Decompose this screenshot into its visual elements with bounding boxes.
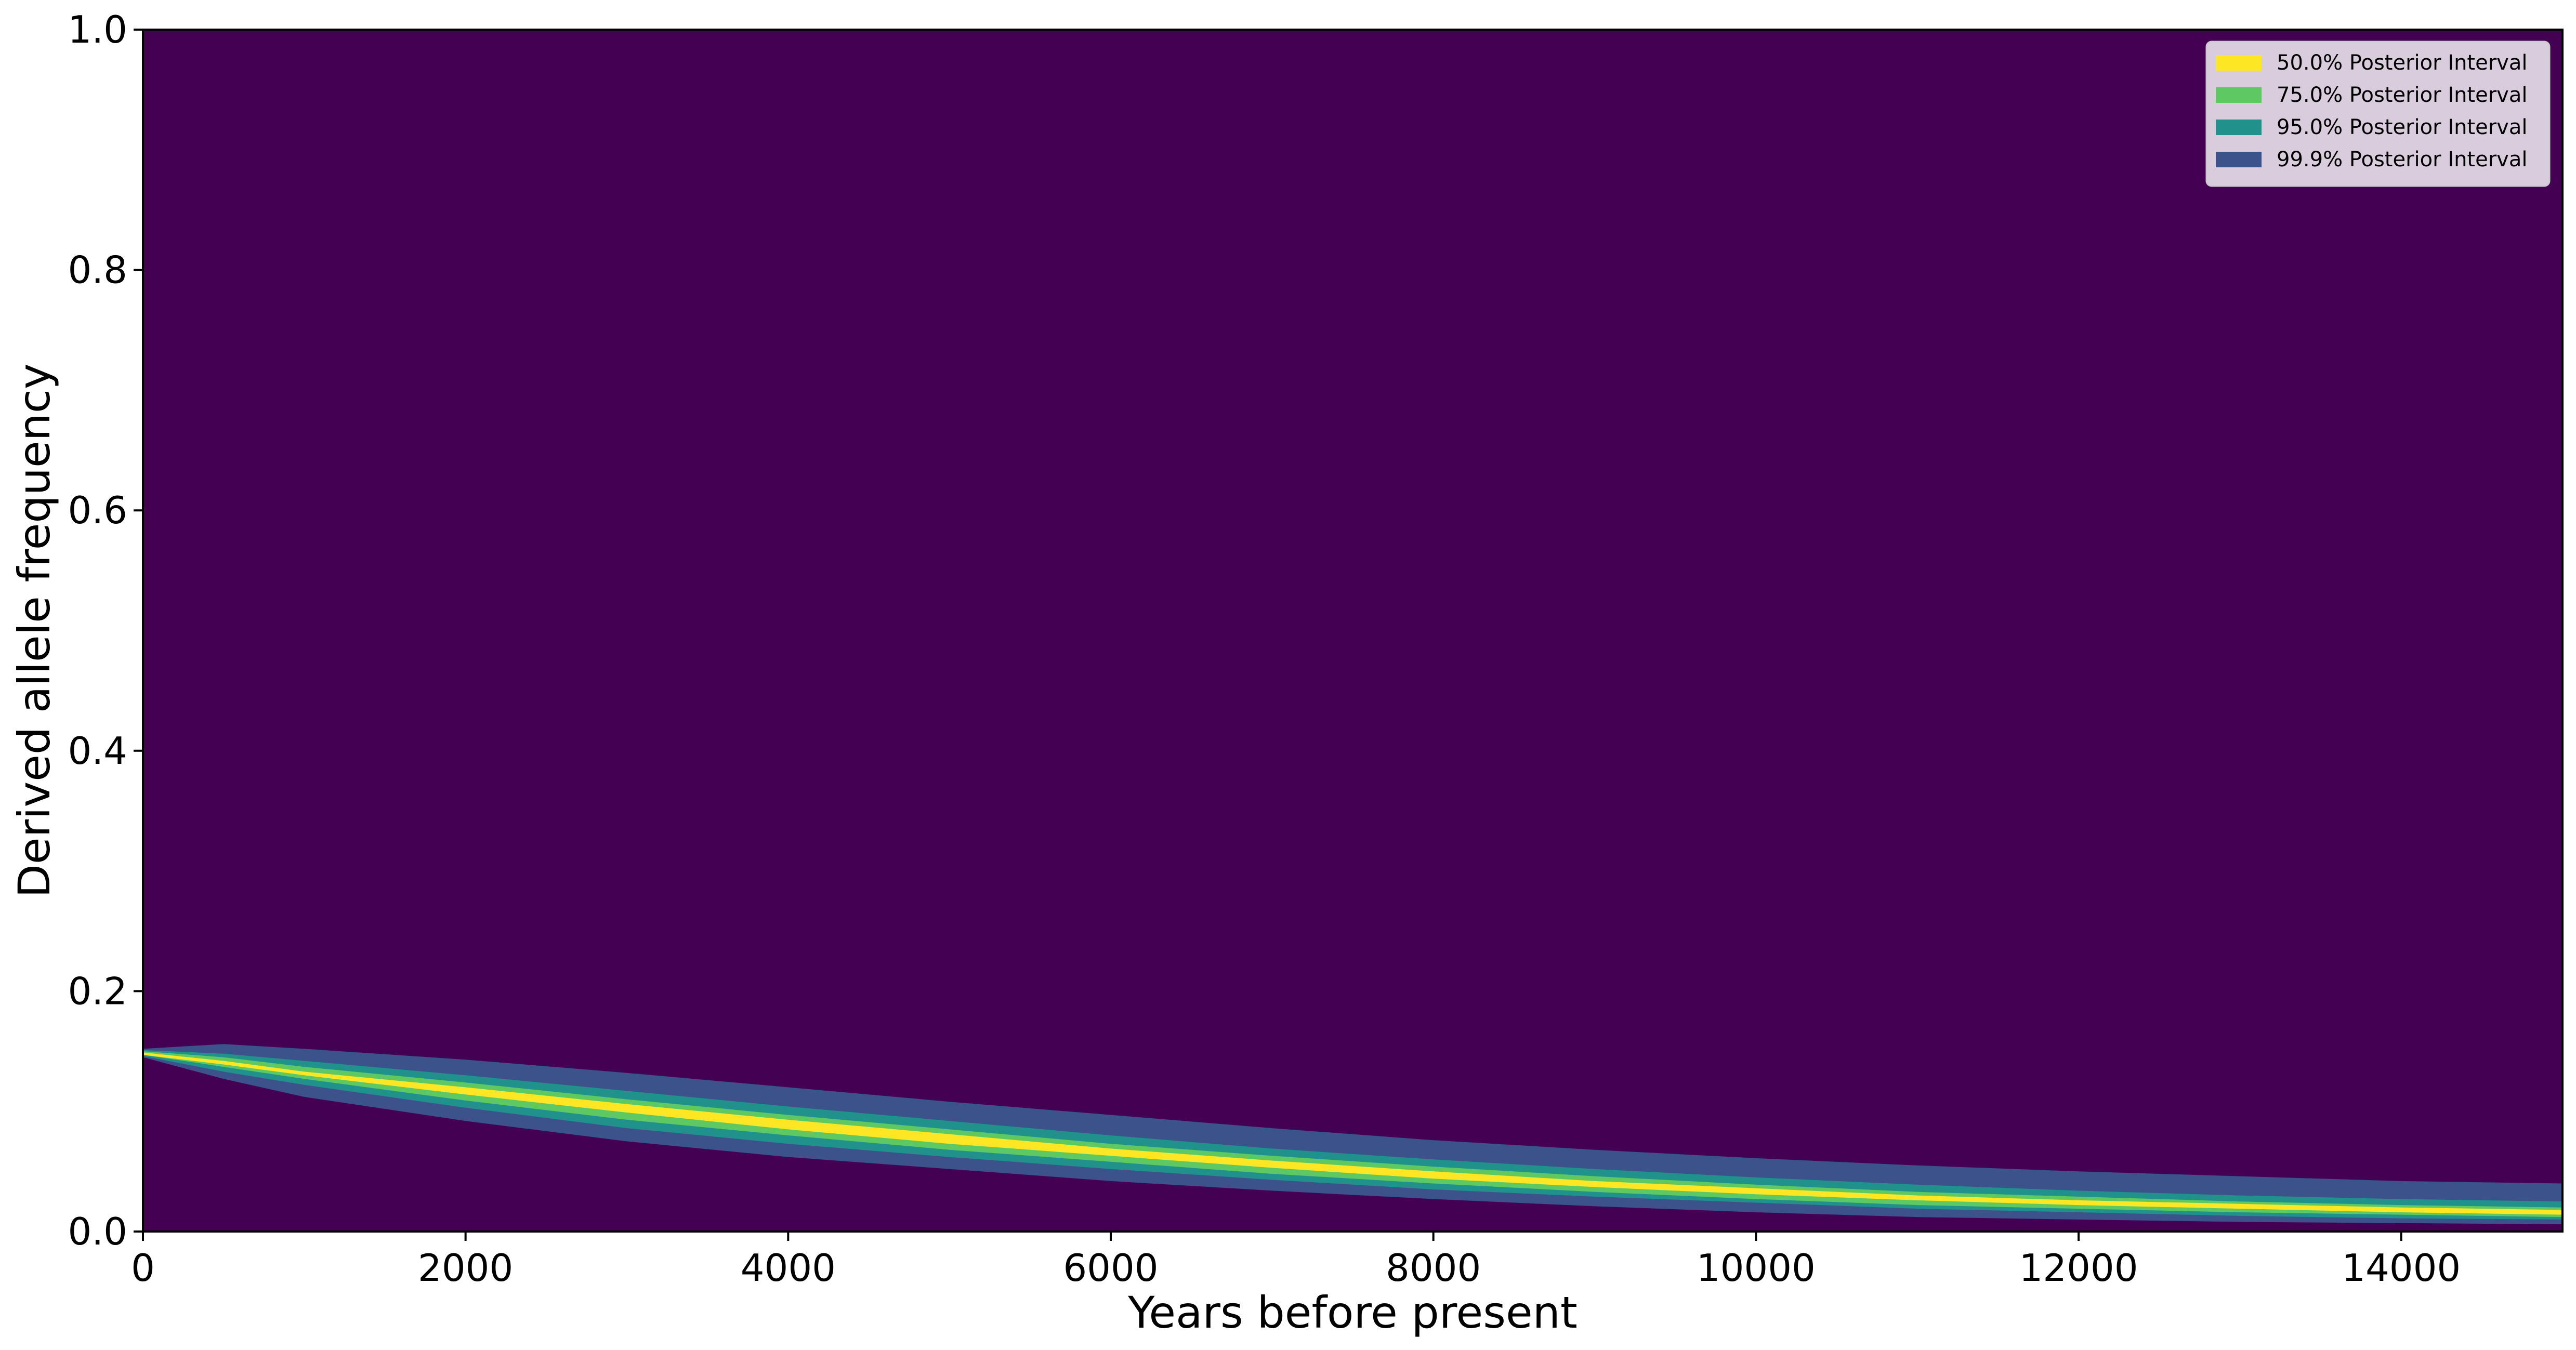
y-tick-label: 0.4 bbox=[68, 729, 127, 773]
legend-swatch bbox=[2216, 87, 2262, 103]
x-axis: 0 2000 4000 6000 8000 10000 12000 14000 bbox=[131, 1232, 2461, 1290]
x-tick-label: 4000 bbox=[741, 1246, 836, 1290]
x-tick-label: 10000 bbox=[1697, 1246, 1816, 1290]
interval-band-1 bbox=[143, 1044, 2562, 1225]
plot-area bbox=[142, 29, 2564, 1233]
x-tick-label: 8000 bbox=[1386, 1246, 1481, 1290]
legend-swatch bbox=[2216, 152, 2262, 167]
x-tick-label: 2000 bbox=[418, 1246, 513, 1290]
y-tick-label: 0.6 bbox=[68, 488, 127, 532]
y-tick-label: 0.2 bbox=[68, 969, 127, 1013]
y-tick-label: 0.8 bbox=[68, 248, 127, 292]
x-tick-label: 12000 bbox=[2019, 1246, 2138, 1290]
heatmap-background bbox=[143, 30, 2562, 1232]
x-axis-title: Years before present bbox=[1127, 1287, 1578, 1338]
y-axis: 0.0 0.2 0.4 0.6 0.8 1.0 bbox=[68, 8, 143, 1253]
interval-band-2 bbox=[143, 1050, 2562, 1220]
legend: 50.0% Posterior Interval 75.0% Posterior … bbox=[2205, 41, 2551, 187]
legend-swatch bbox=[2216, 120, 2262, 135]
y-tick-label: 1.0 bbox=[68, 8, 127, 51]
legend-label: 95.0% Posterior Interval bbox=[2277, 115, 2527, 139]
interval-bands bbox=[143, 1044, 2562, 1225]
x-tick-label: 6000 bbox=[1063, 1246, 1158, 1290]
legend-label: 50.0% Posterior Interval bbox=[2277, 51, 2527, 75]
x-tick-label: 0 bbox=[131, 1246, 155, 1290]
legend-label: 99.9% Posterior Interval bbox=[2277, 148, 2527, 171]
legend-swatch bbox=[2216, 55, 2262, 71]
x-tick-label: 14000 bbox=[2342, 1246, 2461, 1290]
legend-box bbox=[2205, 41, 2551, 187]
legend-label: 75.0% Posterior Interval bbox=[2277, 83, 2527, 107]
y-tick-label: 0.0 bbox=[68, 1210, 127, 1253]
plot-frame bbox=[142, 29, 2564, 1233]
y-axis-title: Derived allele frequency bbox=[9, 363, 60, 898]
